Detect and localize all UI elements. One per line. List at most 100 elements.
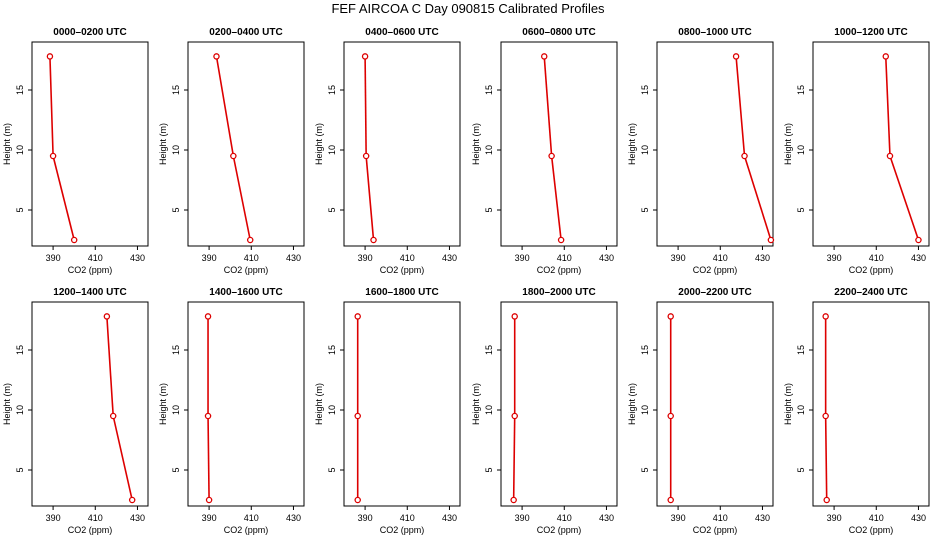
y-tick-label: 5 bbox=[796, 207, 806, 212]
x-tick-label: 390 bbox=[202, 253, 217, 263]
y-tick-label: 15 bbox=[484, 85, 494, 95]
profile-line-segment bbox=[112, 415, 133, 501]
x-tick-label: 410 bbox=[400, 253, 415, 263]
profile-line-segment bbox=[735, 56, 746, 157]
x-tick-label: 410 bbox=[557, 253, 572, 263]
x-tick-label: 390 bbox=[515, 253, 530, 263]
x-axis-label: CO2 (ppm) bbox=[693, 525, 738, 535]
profile-line-segment bbox=[106, 316, 114, 417]
profile-line-segment bbox=[512, 415, 516, 501]
x-axis-label: CO2 (ppm) bbox=[380, 265, 425, 275]
plot-frame bbox=[500, 41, 618, 247]
profile-panel-8: 1400–1600 UTC 390 410 430 CO2 (ppm) 5 10 15 Heig… bbox=[158, 287, 305, 535]
x-tick-label: 390 bbox=[671, 513, 686, 523]
x-tick-label: 430 bbox=[442, 253, 457, 263]
x-tick-label: 390 bbox=[46, 513, 61, 523]
x-tick-label: 410 bbox=[244, 513, 259, 523]
data-point bbox=[511, 412, 518, 420]
data-point bbox=[667, 496, 674, 504]
panel-title: 0000–0200 UTC bbox=[53, 27, 126, 38]
panel-title: 2200–2400 UTC bbox=[834, 287, 907, 298]
x-tick-label: 410 bbox=[713, 253, 728, 263]
data-point bbox=[354, 313, 361, 320]
y-tick-label: 15 bbox=[796, 345, 806, 355]
y-axis-label: Height (m) bbox=[2, 383, 12, 425]
data-point bbox=[767, 236, 775, 244]
data-point bbox=[732, 53, 740, 60]
data-point bbox=[370, 236, 377, 244]
y-tick-label: 10 bbox=[640, 145, 650, 155]
profile-line-segment bbox=[52, 155, 75, 241]
data-point bbox=[230, 152, 237, 160]
plot-frame bbox=[656, 41, 774, 247]
y-axis-label: Height (m) bbox=[471, 383, 481, 425]
x-tick-label: 410 bbox=[713, 513, 728, 523]
profile-line-segment bbox=[743, 155, 772, 241]
profile-panel-10: 1800–2000 UTC 390 410 430 CO2 (ppm) 5 10 15 Heig… bbox=[471, 287, 618, 535]
y-tick-label: 15 bbox=[796, 85, 806, 95]
profile-line-segment bbox=[889, 155, 920, 241]
y-tick-label: 15 bbox=[15, 345, 25, 355]
plot-frame bbox=[31, 301, 149, 507]
panel-title: 1000–1200 UTC bbox=[834, 27, 907, 38]
data-point bbox=[246, 236, 254, 244]
y-tick-label: 15 bbox=[327, 85, 337, 95]
profile-panel-7: 1200–1400 UTC 390 410 430 CO2 (ppm) 5 10 15 Heig… bbox=[2, 287, 149, 535]
y-tick-label: 15 bbox=[171, 345, 181, 355]
x-tick-label: 390 bbox=[358, 513, 373, 523]
data-point bbox=[128, 496, 136, 504]
profile-line-segment bbox=[365, 155, 375, 241]
profile-line-segment bbox=[543, 56, 553, 157]
data-point bbox=[511, 313, 518, 320]
y-tick-label: 5 bbox=[171, 207, 181, 212]
y-tick-label: 10 bbox=[796, 405, 806, 415]
plot-frame bbox=[656, 301, 774, 507]
y-tick-label: 10 bbox=[15, 145, 25, 155]
data-point bbox=[361, 53, 369, 60]
data-point bbox=[915, 236, 922, 244]
panel-title: 1600–1800 UTC bbox=[365, 287, 438, 298]
profile-line-segment bbox=[49, 56, 54, 157]
profile-panel-4: 0600–0800 UTC 390 410 430 CO2 (ppm) 5 10 15 Heig… bbox=[471, 27, 618, 275]
data-point bbox=[204, 313, 212, 320]
y-axis-label: Height (m) bbox=[783, 383, 793, 425]
x-axis-label: CO2 (ppm) bbox=[224, 265, 269, 275]
x-tick-label: 430 bbox=[755, 253, 770, 263]
y-tick-label: 10 bbox=[484, 405, 494, 415]
y-tick-label: 5 bbox=[15, 467, 25, 472]
data-point bbox=[213, 53, 220, 60]
x-axis-label: CO2 (ppm) bbox=[849, 265, 894, 275]
x-tick-label: 410 bbox=[88, 513, 103, 523]
profile-line-segment bbox=[884, 56, 891, 157]
data-point bbox=[667, 313, 674, 320]
profile-panel-2: 0200–0400 UTC 390 410 430 CO2 (ppm) 5 10 15 Heig… bbox=[158, 27, 305, 275]
x-tick-label: 430 bbox=[599, 513, 614, 523]
x-tick-label: 410 bbox=[244, 253, 259, 263]
x-axis-label: CO2 (ppm) bbox=[537, 265, 582, 275]
profile-panel-5: 0800–1000 UTC 390 410 430 CO2 (ppm) 5 10 15 Heig… bbox=[627, 27, 775, 275]
data-point bbox=[103, 313, 111, 320]
profile-line-segment bbox=[207, 415, 210, 501]
x-tick-label: 430 bbox=[599, 253, 614, 263]
y-tick-label: 10 bbox=[796, 145, 806, 155]
y-axis-label: Height (m) bbox=[314, 383, 324, 425]
profile-panel-12: 2200–2400 UTC 390 410 430 CO2 (ppm) 5 10 15 Heig… bbox=[783, 287, 930, 535]
data-point bbox=[882, 53, 890, 60]
x-tick-label: 430 bbox=[130, 513, 145, 523]
data-point bbox=[557, 236, 565, 244]
x-tick-label: 390 bbox=[671, 253, 686, 263]
y-tick-label: 15 bbox=[171, 85, 181, 95]
y-tick-label: 5 bbox=[796, 467, 806, 472]
x-tick-label: 390 bbox=[46, 253, 61, 263]
y-tick-label: 10 bbox=[327, 405, 337, 415]
plot-frame bbox=[812, 41, 930, 247]
y-tick-label: 10 bbox=[327, 145, 337, 155]
panel-title: 1800–2000 UTC bbox=[522, 287, 595, 298]
data-point bbox=[49, 152, 57, 160]
profile-line-segment bbox=[824, 415, 828, 501]
plot-frame bbox=[187, 41, 305, 247]
profile-panel-1: 0000–0200 UTC 390 410 430 CO2 (ppm) 5 10 15 Heig… bbox=[2, 27, 149, 275]
y-tick-label: 10 bbox=[171, 145, 181, 155]
x-axis-label: CO2 (ppm) bbox=[68, 265, 113, 275]
x-tick-label: 410 bbox=[88, 253, 103, 263]
